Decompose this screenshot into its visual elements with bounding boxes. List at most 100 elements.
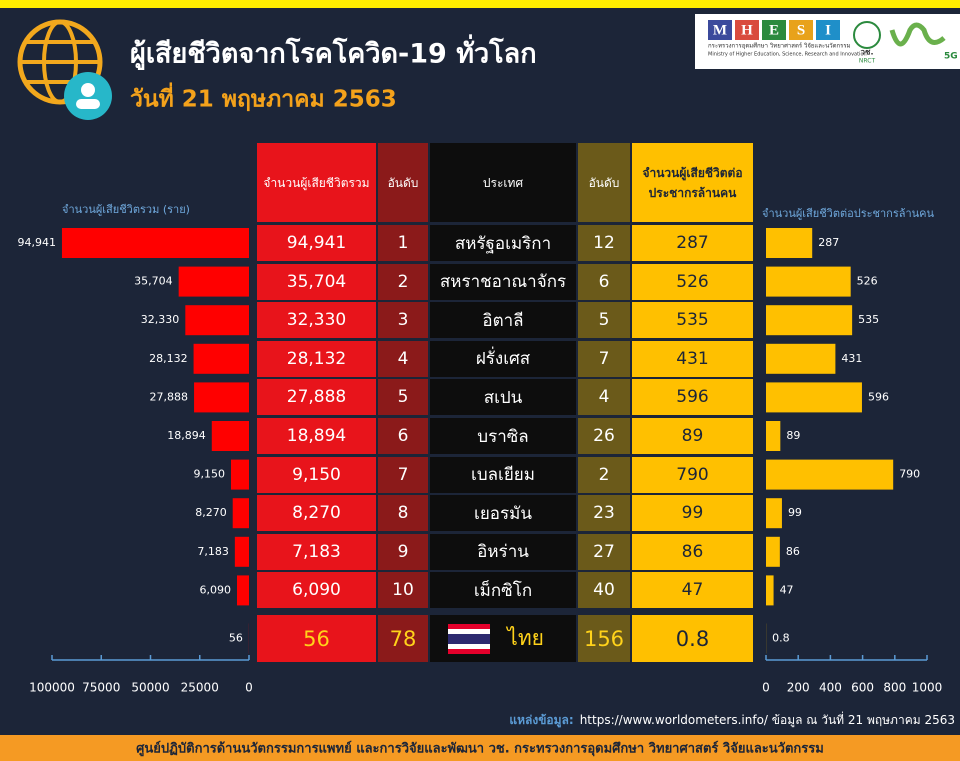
flag-stripe xyxy=(448,639,490,644)
bar xyxy=(766,305,853,336)
source-label: แหล่งข้อมูล: xyxy=(509,713,573,728)
chart-title: จำนวนผู้เสียชีวิตรวม (ราย) xyxy=(62,203,190,216)
nrct-seal xyxy=(853,21,881,49)
table-cell: บราซิล xyxy=(430,418,576,454)
table-cell: 526 xyxy=(632,263,753,300)
bar xyxy=(232,498,249,529)
table-cell: 790 xyxy=(632,456,753,493)
bar xyxy=(766,498,782,529)
bar xyxy=(766,421,781,451)
table-cell: 47 xyxy=(632,572,753,609)
table-cell: 6 xyxy=(578,263,630,300)
bar xyxy=(766,266,851,297)
logo-letter: M xyxy=(713,22,727,38)
flag-stripe xyxy=(448,634,490,639)
footer-band xyxy=(0,735,960,761)
subtitle: วันที่ 21 พฤษภาคม 2563 xyxy=(130,82,397,113)
value-label: 790 xyxy=(899,468,920,481)
value-label: 94,941 xyxy=(17,236,56,249)
table-cell: 6,090 xyxy=(257,572,376,609)
top-strip xyxy=(0,0,960,8)
table-cell: ฝรั่งเศส xyxy=(430,340,576,377)
x-tick-label: 400 xyxy=(819,681,842,695)
logo-letter-box xyxy=(816,20,840,40)
chart-title: จำนวนผู้เสียชีวิตต่อประชากรล้านคน xyxy=(762,207,935,220)
table-cell: เบลเยียม xyxy=(430,456,576,493)
table-cell: 27 xyxy=(578,533,630,570)
value-label: 431 xyxy=(841,352,862,365)
table-cell: 78 xyxy=(378,615,428,662)
bar xyxy=(766,228,813,258)
value-label: 526 xyxy=(857,275,878,288)
table-cell: 28,132 xyxy=(257,340,376,377)
globe-icon xyxy=(17,19,112,120)
bar xyxy=(194,382,249,413)
table-cell: 35,704 xyxy=(257,263,376,300)
logo-letter: S xyxy=(797,22,805,38)
flag-stripe xyxy=(448,629,490,634)
x-tick-label: 800 xyxy=(883,681,906,695)
x-tick-label: 0 xyxy=(245,681,253,695)
table-cell: 0.8 xyxy=(632,615,753,662)
value-label: 6,090 xyxy=(200,583,232,596)
table-header: จำนวนผู้เสียชีวิตต่อประชากรล้านคน xyxy=(632,143,753,222)
table-cell: 2 xyxy=(578,456,630,493)
table-cell: 18,894 xyxy=(257,418,376,454)
table-cell: 9,150 xyxy=(257,456,376,493)
value-label: 35,704 xyxy=(134,275,173,288)
value-label: 27,888 xyxy=(150,390,189,403)
table-cell: 9 xyxy=(378,533,428,570)
bar xyxy=(185,305,249,336)
table-cell: สหรัฐอเมริกา xyxy=(430,225,576,261)
x-tick-label: 600 xyxy=(851,681,874,695)
table-cell: 89 xyxy=(632,418,753,454)
value-label: 9,150 xyxy=(193,468,225,481)
logo-letter-box xyxy=(708,20,732,40)
table-cell: 287 xyxy=(632,225,753,261)
table-cell: 99 xyxy=(632,495,753,532)
value-label: 86 xyxy=(786,545,800,558)
logo-nrct-en: NRCT xyxy=(859,58,876,65)
bar xyxy=(61,228,249,258)
table-cell: 535 xyxy=(632,302,753,339)
table-cell: 1 xyxy=(378,225,428,261)
bar xyxy=(178,266,249,297)
table-cell: 4 xyxy=(378,340,428,377)
value-label: 7,183 xyxy=(197,545,229,558)
table-header: อันดับ xyxy=(378,143,428,222)
value-label: 535 xyxy=(858,313,879,326)
table-cell: 2 xyxy=(378,263,428,300)
value-label: 8,270 xyxy=(195,506,227,519)
logo-mark xyxy=(889,22,946,47)
table-cell: 6 xyxy=(378,418,428,454)
value-label: 47 xyxy=(780,583,794,596)
table-cell: 12 xyxy=(578,225,630,261)
bar xyxy=(766,343,836,374)
table-header: จำนวนผู้เสียชีวิตรวม xyxy=(257,143,376,222)
table-cell: 5 xyxy=(378,379,428,416)
table-cell: 8 xyxy=(378,495,428,532)
x-tick-label: 50000 xyxy=(131,681,169,695)
value-label: 99 xyxy=(788,506,802,519)
table-header: อันดับ xyxy=(578,143,630,222)
table-cell: 8,270 xyxy=(257,495,376,532)
x-tick-label: 0 xyxy=(762,681,770,695)
bar xyxy=(211,421,249,451)
x-tick-label: 1000 xyxy=(912,681,943,695)
bar xyxy=(766,382,862,413)
title: ผู้เสียชีวิตจากโรคโควิด-19 ทั่วโลก xyxy=(130,34,537,71)
table-header: ประเทศ xyxy=(430,143,576,222)
logo-letter: H xyxy=(741,22,753,38)
bar xyxy=(193,343,249,374)
x-tick-label: 100000 xyxy=(29,681,75,695)
logo-nrct-th: วช. xyxy=(861,48,874,57)
logo-letter-box xyxy=(762,20,786,40)
flag-stripe xyxy=(448,624,490,629)
table-cell: 4 xyxy=(578,379,630,416)
logo-letter: I xyxy=(825,22,831,38)
table-cell: 56 xyxy=(257,615,376,662)
table-cell: 596 xyxy=(632,379,753,416)
bar xyxy=(766,459,894,490)
